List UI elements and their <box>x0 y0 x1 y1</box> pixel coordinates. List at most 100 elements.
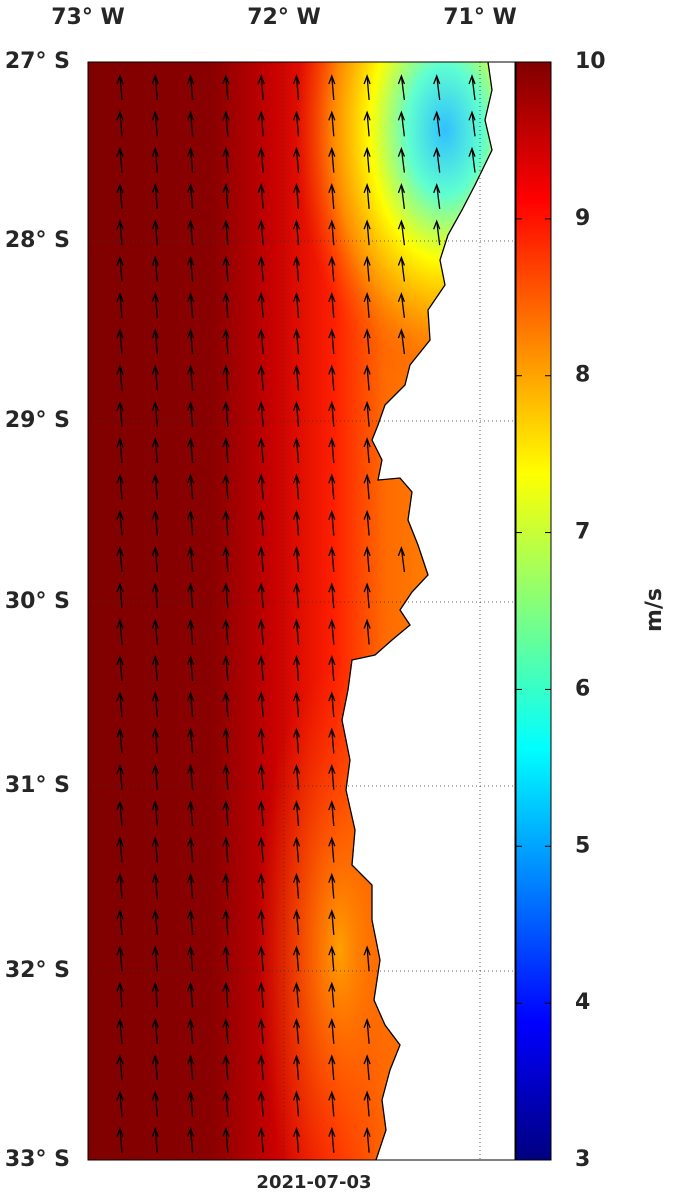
wind-arrow <box>257 183 265 209</box>
wind-arrow <box>222 1126 230 1153</box>
wind-arrow <box>116 74 124 101</box>
wind-arrow <box>257 945 265 972</box>
wind-arrow <box>222 255 230 282</box>
wind-arrow <box>433 219 441 246</box>
wind-arrow <box>257 800 265 827</box>
wind-arrow <box>257 763 265 790</box>
wind-arrow <box>292 1054 301 1081</box>
wind-arrow <box>151 1090 159 1117</box>
wind-arrow <box>257 836 265 863</box>
wind-arrow <box>397 219 406 246</box>
wind-arrow <box>222 1054 230 1081</box>
wind-arrow <box>328 800 336 827</box>
wind-arrow <box>328 364 336 391</box>
wind-arrow <box>116 909 124 935</box>
colorbar-tick-label: 3 <box>575 1147 590 1172</box>
wind-arrow <box>328 74 336 101</box>
wind-arrow <box>116 618 124 645</box>
wind-arrow <box>222 400 230 427</box>
wind-arrow <box>186 74 195 101</box>
date-label: 2021-07-03 <box>256 1172 371 1193</box>
lat-label: 30° S <box>5 589 70 614</box>
wind-arrow <box>116 727 124 754</box>
wind-arrow <box>328 546 336 572</box>
wind-arrow <box>257 437 265 464</box>
wind-arrow <box>363 945 371 972</box>
wind-arrow <box>292 219 301 246</box>
wind-arrow <box>363 1090 371 1117</box>
wind-arrow <box>116 437 124 464</box>
wind-arrow <box>257 727 265 754</box>
wind-arrow <box>328 836 336 863</box>
wind-arrow <box>363 219 371 246</box>
wind-arrow <box>433 74 441 101</box>
wind-arrow <box>363 1054 371 1081</box>
wind-arrow <box>116 582 124 609</box>
wind-arrow <box>397 183 406 209</box>
wind-arrow <box>257 981 265 1008</box>
wind-arrow <box>186 400 195 427</box>
wind-arrow <box>257 582 265 609</box>
wind-arrow <box>186 437 195 464</box>
wind-arrow <box>292 582 301 609</box>
wind-arrow <box>257 291 265 318</box>
wind-arrow <box>116 654 124 681</box>
wind-arrow <box>363 328 371 355</box>
wind-arrow <box>151 146 159 173</box>
wind-arrow <box>328 473 336 500</box>
wind-arrow <box>292 618 301 645</box>
wind-arrow <box>292 654 301 681</box>
wind-arrow <box>151 981 159 1008</box>
wind-arrow <box>363 1126 371 1153</box>
wind-arrow <box>363 146 371 173</box>
wind-arrow <box>397 255 406 282</box>
wind-arrow <box>292 183 301 209</box>
wind-arrow <box>292 437 301 464</box>
wind-arrow <box>222 763 230 790</box>
wind-arrow <box>363 255 371 282</box>
wind-arrow <box>186 618 195 645</box>
wind-arrow <box>292 74 301 101</box>
wind-arrow <box>328 146 336 173</box>
wind-arrow <box>292 800 301 827</box>
wind-arrow <box>222 110 230 137</box>
wind-arrow <box>292 1090 301 1117</box>
wind-arrow <box>151 400 159 427</box>
lat-label: 32° S <box>5 958 70 983</box>
wind-arrow <box>151 183 159 209</box>
wind-arrow <box>363 582 371 609</box>
lat-label: 33° S <box>5 1147 70 1172</box>
lat-label: 31° S <box>5 773 70 798</box>
wind-arrow <box>292 763 301 790</box>
wind-arrow <box>328 654 336 681</box>
wind-arrow <box>292 291 301 318</box>
wind-arrow <box>328 1017 336 1044</box>
colorbar-tick-label: 9 <box>575 206 590 231</box>
wind-arrow <box>222 364 230 391</box>
wind-arrow <box>292 546 301 572</box>
wind-arrow <box>116 1054 124 1081</box>
wind-arrow <box>328 110 336 137</box>
wind-arrow <box>328 1054 336 1081</box>
wind-arrow <box>363 74 371 101</box>
wind-arrow <box>292 1126 301 1153</box>
wind-arrow <box>222 74 230 101</box>
wind-arrow <box>116 291 124 318</box>
wind-arrow <box>186 981 195 1008</box>
wind-arrow <box>328 945 336 972</box>
wind-arrow <box>222 909 230 935</box>
wind-arrow <box>116 872 124 899</box>
wind-arrow <box>433 183 441 209</box>
wind-arrow <box>328 691 336 718</box>
wind-arrow <box>186 909 195 935</box>
wind-arrow <box>257 909 265 935</box>
wind-arrow <box>397 146 406 173</box>
wind-arrow <box>151 219 159 246</box>
wind-arrow <box>186 691 195 718</box>
wind-arrow <box>116 836 124 863</box>
wind-arrow <box>328 1090 336 1117</box>
wind-arrow <box>257 618 265 645</box>
wind-arrow <box>116 981 124 1008</box>
wind-arrow <box>257 509 265 536</box>
wind-arrow <box>222 509 230 536</box>
